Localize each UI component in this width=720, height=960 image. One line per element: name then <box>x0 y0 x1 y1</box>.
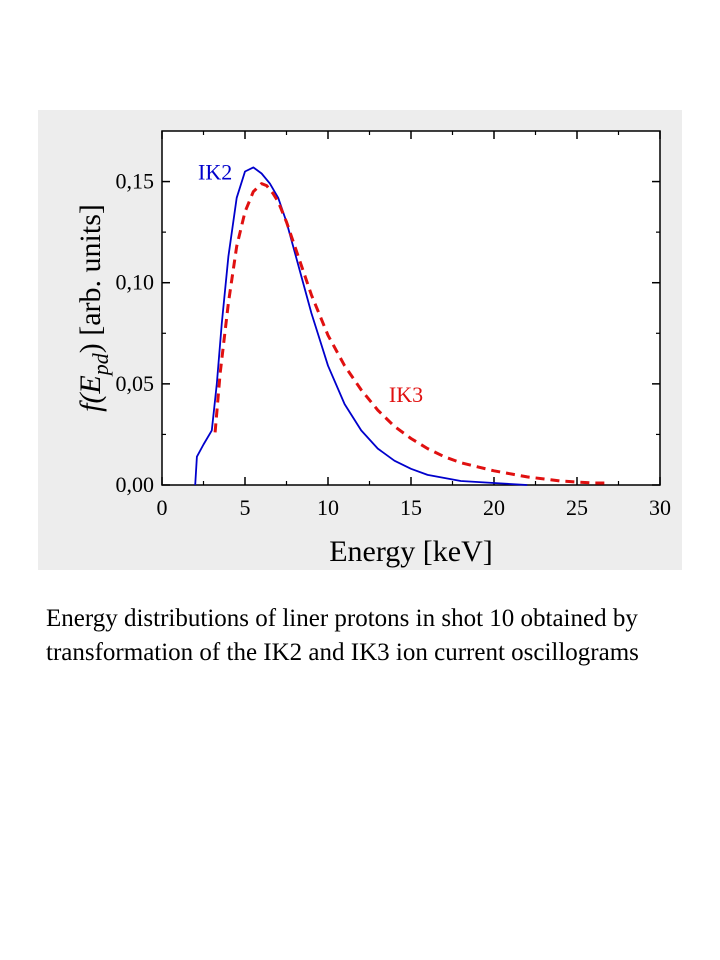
y-axis-label-subscript: pd <box>88 352 113 377</box>
y-axis-label: f(Epd) [arb. units] <box>74 204 113 412</box>
x-tick-label: 25 <box>566 495 588 520</box>
x-tick-label: 10 <box>317 495 339 520</box>
y-axis-label-suffix: ) [arb. units] <box>74 204 107 353</box>
y-tick-label: 0,00 <box>116 472 155 497</box>
y-tick-label: 0,15 <box>116 169 155 194</box>
figure-caption: Energy distributions of liner protons in… <box>46 605 639 666</box>
x-tick-label: 20 <box>483 495 505 520</box>
annotation-ik3: IK3 <box>389 382 423 407</box>
y-axis-label-prefix: f(E <box>74 375 107 412</box>
x-tick-label: 0 <box>157 495 168 520</box>
x-tick-label: 30 <box>649 495 671 520</box>
x-tick-label: 15 <box>400 495 422 520</box>
x-axis-label: Energy [keV] <box>329 535 493 568</box>
y-tick-label: 0,10 <box>116 270 155 295</box>
figure-panel: 0 5 10 15 20 25 30 0,00 0,05 0,10 0,15 Energy [keV]… <box>38 110 682 570</box>
annotation-ik2: IK2 <box>198 160 232 185</box>
x-tick-label: 5 <box>240 495 251 520</box>
series-line-ik3 <box>213 182 611 485</box>
energy-distribution-chart: 0 5 10 15 20 25 30 0,00 0,05 0,10 0,15 Energy [keV]… <box>74 130 671 568</box>
y-tick-label: 0,05 <box>116 371 155 396</box>
plot-frame <box>161 130 661 486</box>
